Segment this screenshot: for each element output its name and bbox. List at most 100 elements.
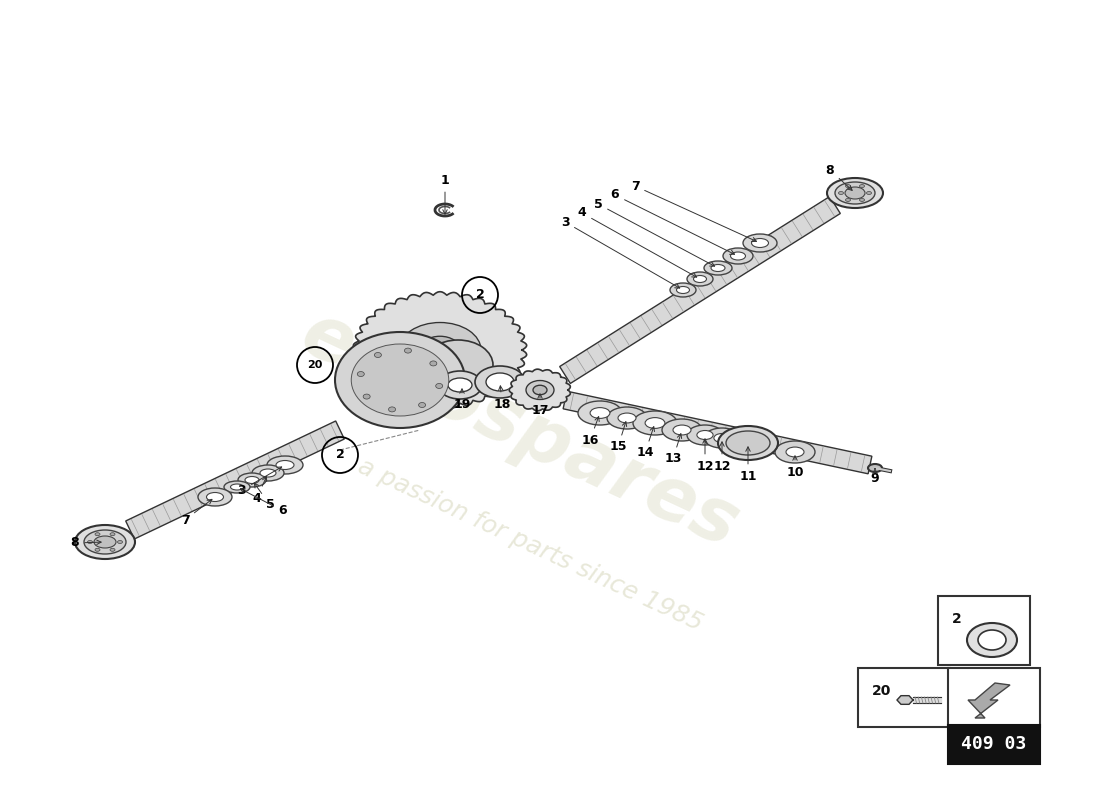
Ellipse shape <box>260 469 276 477</box>
Text: 20: 20 <box>307 360 322 370</box>
Polygon shape <box>968 683 1010 718</box>
Text: 2: 2 <box>952 612 961 626</box>
Ellipse shape <box>645 418 664 429</box>
Ellipse shape <box>724 429 772 455</box>
Ellipse shape <box>207 493 223 502</box>
Text: 18: 18 <box>493 386 510 410</box>
Ellipse shape <box>859 185 865 187</box>
Ellipse shape <box>252 465 284 481</box>
Text: 17: 17 <box>531 394 549 417</box>
Ellipse shape <box>526 381 554 399</box>
Ellipse shape <box>110 548 115 551</box>
Ellipse shape <box>231 484 243 490</box>
Ellipse shape <box>859 198 865 202</box>
FancyBboxPatch shape <box>948 668 1040 727</box>
Text: 4: 4 <box>578 206 696 277</box>
Ellipse shape <box>730 252 746 260</box>
Ellipse shape <box>704 428 740 448</box>
Ellipse shape <box>786 447 804 457</box>
Ellipse shape <box>838 191 844 194</box>
Ellipse shape <box>726 431 770 455</box>
Ellipse shape <box>846 198 850 202</box>
Ellipse shape <box>198 488 232 506</box>
Ellipse shape <box>688 272 713 286</box>
Ellipse shape <box>868 464 882 472</box>
Ellipse shape <box>367 356 432 404</box>
Ellipse shape <box>245 477 258 483</box>
Ellipse shape <box>94 536 115 548</box>
Polygon shape <box>563 391 872 474</box>
Text: 2: 2 <box>475 289 484 302</box>
Text: 7: 7 <box>630 179 757 242</box>
Polygon shape <box>560 197 840 383</box>
Ellipse shape <box>846 185 850 187</box>
Ellipse shape <box>448 378 472 392</box>
Ellipse shape <box>351 344 449 416</box>
Ellipse shape <box>693 275 706 282</box>
Text: 11: 11 <box>739 447 757 482</box>
Ellipse shape <box>475 366 525 398</box>
Ellipse shape <box>399 322 481 378</box>
Ellipse shape <box>486 373 514 391</box>
Ellipse shape <box>578 401 621 425</box>
Text: 8: 8 <box>70 537 101 550</box>
Ellipse shape <box>224 481 250 493</box>
Text: 8: 8 <box>826 163 852 190</box>
Ellipse shape <box>436 383 442 389</box>
Ellipse shape <box>967 623 1018 657</box>
Ellipse shape <box>737 436 759 448</box>
Ellipse shape <box>607 407 647 429</box>
FancyBboxPatch shape <box>858 668 950 727</box>
Ellipse shape <box>723 248 754 264</box>
Text: 4: 4 <box>253 477 266 505</box>
Text: 9: 9 <box>871 469 879 485</box>
Text: 5: 5 <box>594 198 715 266</box>
Ellipse shape <box>776 441 815 463</box>
Ellipse shape <box>704 261 732 275</box>
Text: 15: 15 <box>609 422 627 454</box>
Ellipse shape <box>714 434 730 442</box>
Text: eurospares: eurospares <box>289 297 750 563</box>
Ellipse shape <box>711 265 725 271</box>
Ellipse shape <box>238 473 266 487</box>
Ellipse shape <box>267 456 303 474</box>
Ellipse shape <box>697 430 713 439</box>
Ellipse shape <box>673 425 691 435</box>
Ellipse shape <box>95 548 100 551</box>
FancyBboxPatch shape <box>948 725 1040 764</box>
Text: 6: 6 <box>610 189 735 254</box>
Ellipse shape <box>88 541 92 543</box>
Ellipse shape <box>845 187 865 199</box>
Text: 409 03: 409 03 <box>961 735 1026 753</box>
FancyBboxPatch shape <box>938 596 1030 665</box>
Text: 2: 2 <box>336 449 344 462</box>
Ellipse shape <box>670 283 696 297</box>
Text: 13: 13 <box>664 434 682 466</box>
Polygon shape <box>509 369 570 411</box>
Ellipse shape <box>382 366 418 394</box>
Ellipse shape <box>632 411 676 435</box>
Text: 3: 3 <box>561 215 680 288</box>
Text: 19: 19 <box>453 389 471 411</box>
Ellipse shape <box>827 178 883 208</box>
Text: 16: 16 <box>581 417 600 446</box>
Polygon shape <box>353 292 527 408</box>
Ellipse shape <box>676 286 690 294</box>
Ellipse shape <box>742 234 777 252</box>
Ellipse shape <box>276 461 294 470</box>
Ellipse shape <box>110 533 115 536</box>
Ellipse shape <box>388 407 396 412</box>
Polygon shape <box>125 421 344 539</box>
Text: 14: 14 <box>636 426 654 459</box>
Ellipse shape <box>75 525 135 559</box>
Ellipse shape <box>84 530 126 554</box>
Ellipse shape <box>363 394 371 399</box>
Text: 7: 7 <box>180 499 212 526</box>
Ellipse shape <box>438 371 482 399</box>
Ellipse shape <box>718 426 778 460</box>
Polygon shape <box>913 697 940 703</box>
Ellipse shape <box>336 332 465 428</box>
Text: 5: 5 <box>254 483 274 511</box>
Ellipse shape <box>424 340 493 390</box>
Ellipse shape <box>688 425 723 445</box>
